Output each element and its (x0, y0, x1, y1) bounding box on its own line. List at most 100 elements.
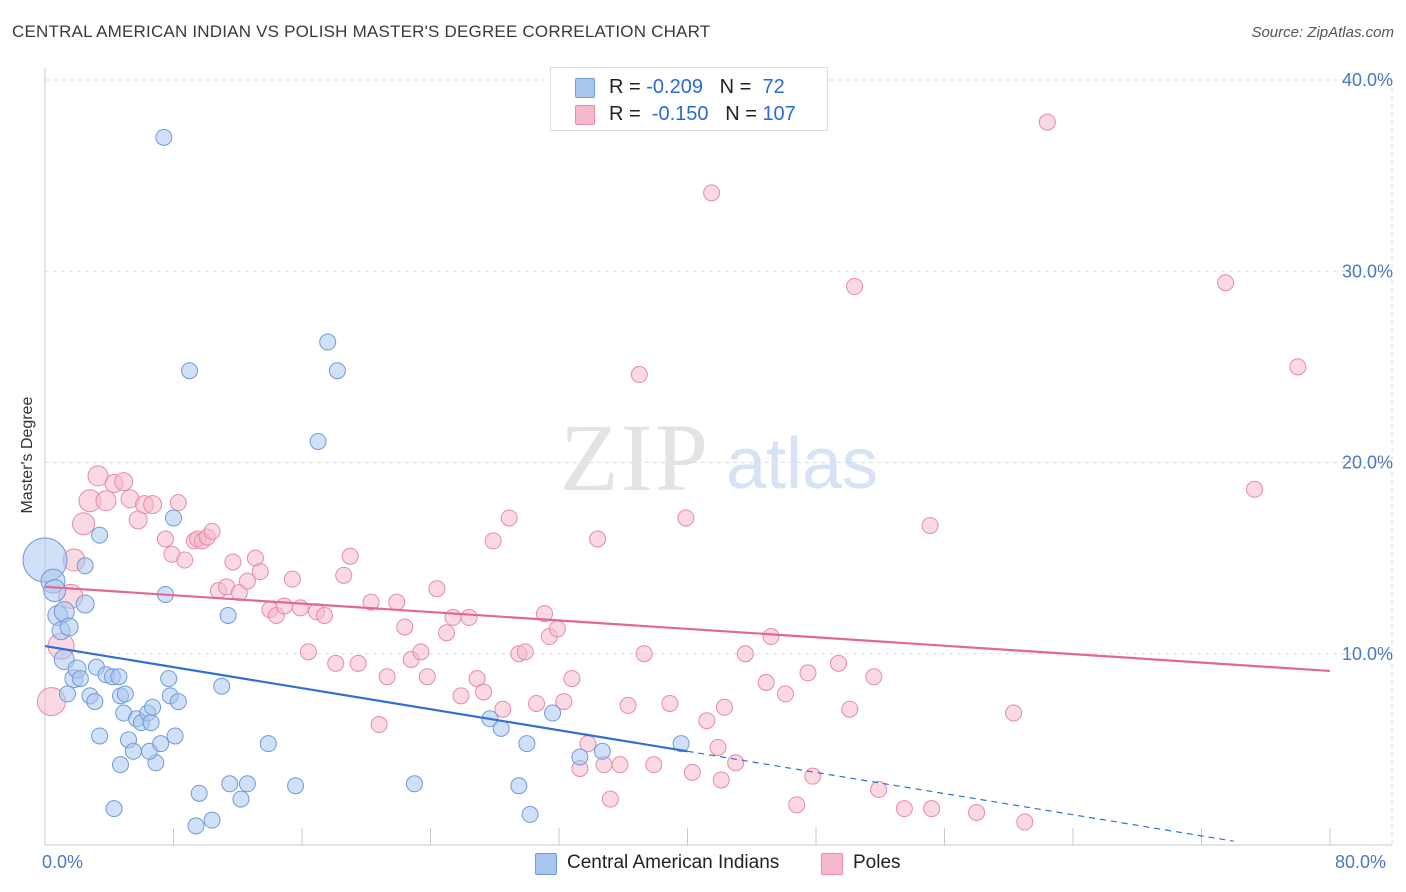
data-point-blue (319, 333, 337, 351)
data-point-pink (251, 563, 269, 581)
data-point-pink (611, 756, 629, 774)
data-point-blue (169, 693, 187, 711)
data-point-pink (645, 756, 663, 774)
data-point-pink (921, 517, 939, 535)
data-point-pink (156, 530, 174, 548)
data-point-blue (71, 670, 89, 688)
data-point-pink (362, 593, 380, 611)
data-point-pink (143, 495, 163, 515)
legend-r-value: -0.150 (646, 103, 709, 125)
data-point-blue (105, 800, 123, 818)
data-point-blue (521, 805, 539, 823)
legend-swatch-blue (535, 853, 557, 875)
data-point-pink (494, 700, 512, 718)
data-point-blue (232, 790, 250, 808)
data-point-blue (59, 617, 79, 637)
data-point-blue (181, 362, 199, 380)
data-point-pink (176, 551, 194, 569)
data-point-pink (829, 654, 847, 672)
data-point-pink (563, 670, 581, 688)
data-point-blue (219, 607, 237, 624)
data-point-blue (124, 742, 142, 760)
data-point-blue (405, 775, 423, 793)
data-point-pink (388, 593, 406, 611)
y-tick-labels: 10.0% 20.0% 30.0% 40.0% (1342, 70, 1393, 664)
data-point-pink (1016, 813, 1034, 831)
data-point-blue (510, 777, 528, 795)
data-point-blue (152, 735, 170, 753)
data-point-blue (144, 698, 162, 716)
y-tick-label: 40.0% (1342, 70, 1393, 90)
legend-r-label: R = (609, 103, 647, 125)
data-point-pink (475, 683, 493, 701)
data-point-pink (788, 796, 806, 814)
data-point-pink (1038, 113, 1056, 131)
data-point-pink (341, 547, 359, 565)
data-point-blue (328, 362, 346, 380)
legend-n-value: 107 (762, 103, 796, 125)
data-point-blue (116, 685, 134, 703)
data-point-blue (86, 693, 104, 711)
data-point-blue (593, 742, 611, 760)
central-american-indians-points (22, 128, 690, 835)
y-tick-label: 10.0% (1342, 644, 1393, 664)
data-point-blue (155, 128, 173, 146)
data-point-pink (555, 693, 573, 711)
data-point-pink (87, 465, 109, 487)
data-point-blue (203, 811, 221, 829)
data-point-pink (327, 654, 345, 672)
legend-swatch-blue (575, 78, 595, 98)
data-point-pink (548, 620, 566, 638)
legend-swatch-pink (575, 105, 595, 125)
data-point-blue (91, 727, 109, 745)
data-point-pink (712, 771, 730, 789)
data-point-pink (703, 184, 721, 202)
data-point-blue (309, 432, 327, 450)
data-point-pink (299, 643, 317, 661)
legend-n-label: N = (725, 103, 763, 125)
data-point-pink (378, 668, 396, 686)
data-point-pink (635, 645, 653, 663)
data-point-pink (1217, 274, 1235, 292)
data-point-pink (841, 700, 859, 718)
data-point-blue (111, 756, 129, 774)
data-point-pink (601, 790, 619, 808)
data-point-pink (418, 668, 436, 686)
x-tick-label-max: 80.0% (1335, 852, 1387, 872)
data-point-pink (283, 570, 301, 588)
data-point-pink (715, 698, 733, 716)
data-point-pink (1289, 358, 1307, 376)
data-point-pink (1246, 480, 1264, 498)
data-point-blue (672, 735, 690, 753)
data-point-pink (968, 803, 986, 821)
data-point-blue (142, 714, 160, 732)
data-point-pink (396, 618, 414, 636)
data-point-pink (661, 694, 679, 712)
data-point-pink (709, 738, 727, 756)
data-point-pink (95, 490, 117, 512)
data-point-pink (315, 607, 333, 624)
data-point-pink (762, 628, 780, 646)
data-point-blue (91, 526, 109, 544)
data-point-pink (500, 509, 518, 527)
data-point-blue (213, 677, 231, 695)
data-point-blue (43, 579, 67, 603)
data-point-pink (224, 553, 242, 571)
data-point-pink (1005, 704, 1023, 722)
legend-n-label: N = (719, 76, 757, 98)
data-point-pink (870, 781, 888, 799)
chart-title: CENTRAL AMERICAN INDIAN VS POLISH MASTER… (12, 22, 711, 41)
legend-n-value: 72 (756, 76, 785, 98)
data-point-pink (484, 532, 502, 550)
data-point-blue (190, 784, 208, 802)
data-point-pink (335, 566, 353, 584)
data-point-blue (287, 777, 305, 795)
data-point-blue (58, 685, 76, 703)
data-point-pink (895, 800, 913, 818)
legend-label: Poles (853, 852, 901, 873)
watermark-zip: ZIP (560, 404, 710, 511)
y-tick-label: 30.0% (1342, 261, 1393, 281)
data-point-pink (428, 580, 446, 598)
data-point-pink (923, 800, 941, 818)
